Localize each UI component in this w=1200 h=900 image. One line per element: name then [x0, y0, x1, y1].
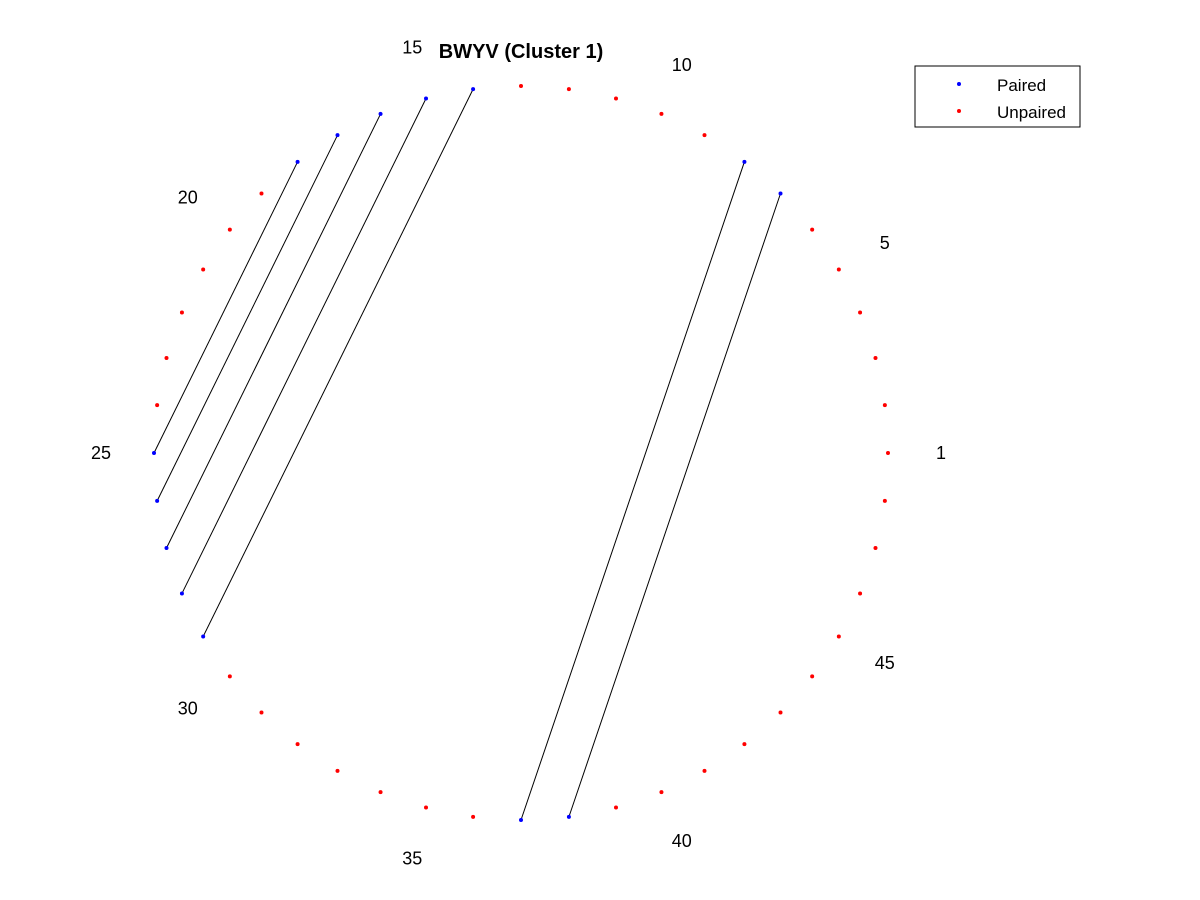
paired-point-25 — [152, 451, 156, 455]
position-label-15: 15 — [402, 37, 422, 57]
unpaired-point-9 — [702, 133, 707, 138]
paired-point-38 — [566, 814, 571, 819]
unpaired-point-45 — [836, 634, 841, 639]
paired-point-37 — [519, 818, 523, 822]
paired-point-18 — [295, 159, 300, 164]
unpaired-point-42 — [742, 742, 747, 747]
position-points — [152, 84, 890, 822]
pair-lines — [153, 88, 781, 821]
paired-point-17 — [335, 133, 340, 138]
unpaired-point-3 — [873, 356, 878, 361]
unpaired-point-40 — [659, 790, 664, 795]
unpaired-point-43 — [778, 710, 783, 715]
legend-label-unpaired: Unpaired — [997, 103, 1066, 122]
unpaired-point-33 — [335, 768, 340, 773]
unpaired-point-48 — [882, 498, 887, 503]
unpaired-point-6 — [810, 227, 815, 232]
unpaired-point-31 — [259, 710, 264, 715]
chart-title: BWYV (Cluster 1) — [439, 41, 603, 63]
unpaired-point-5 — [836, 267, 841, 272]
legend: Paired Unpaired — [914, 65, 1081, 128]
unpaired-point-46 — [858, 591, 863, 596]
pair-line-18-25 — [153, 161, 299, 454]
unpaired-point-44 — [810, 674, 815, 679]
paired-point-14 — [471, 87, 476, 92]
paired-point-16 — [378, 111, 383, 116]
unpaired-point-39 — [613, 805, 618, 810]
pair-line-14-29 — [202, 88, 474, 637]
legend-marker-unpaired — [957, 109, 961, 113]
legend-box — [914, 65, 1081, 128]
paired-point-15 — [424, 96, 429, 101]
unpaired-point-30 — [227, 674, 232, 679]
paired-point-27 — [164, 545, 169, 550]
position-label-1: 1 — [936, 443, 946, 463]
position-label-45: 45 — [875, 653, 895, 673]
pair-line-8-37 — [520, 161, 745, 821]
pair-line-16-27 — [166, 113, 382, 549]
unpaired-point-13 — [519, 84, 523, 88]
unpaired-point-12 — [566, 87, 571, 92]
position-label-25: 25 — [91, 443, 111, 463]
unpaired-point-32 — [295, 742, 300, 747]
paired-point-26 — [155, 498, 160, 503]
unpaired-point-1 — [886, 451, 890, 455]
unpaired-point-2 — [882, 403, 887, 408]
pair-line-7-38 — [568, 193, 781, 818]
unpaired-point-21 — [201, 267, 206, 272]
unpaired-point-47 — [873, 545, 878, 550]
unpaired-point-23 — [164, 356, 169, 361]
unpaired-point-24 — [155, 403, 160, 408]
position-label-5: 5 — [880, 233, 890, 253]
unpaired-point-36 — [471, 814, 476, 819]
unpaired-point-35 — [424, 805, 429, 810]
paired-point-28 — [179, 591, 184, 596]
position-label-40: 40 — [672, 831, 692, 851]
unpaired-point-10 — [659, 111, 664, 116]
unpaired-point-20 — [227, 227, 232, 232]
unpaired-point-41 — [702, 768, 707, 773]
position-label-30: 30 — [178, 699, 198, 719]
pair-line-15-28 — [181, 98, 427, 594]
unpaired-point-22 — [179, 310, 184, 315]
position-label-10: 10 — [672, 55, 692, 75]
unpaired-point-11 — [613, 96, 618, 101]
unpaired-point-34 — [378, 790, 383, 795]
pair-line-17-26 — [156, 134, 338, 502]
position-label-35: 35 — [402, 849, 422, 869]
paired-point-29 — [201, 634, 206, 639]
paired-point-7 — [778, 191, 783, 196]
legend-marker-paired — [957, 82, 961, 86]
paired-point-8 — [742, 159, 747, 164]
legend-label-paired: Paired — [997, 76, 1046, 95]
unpaired-point-4 — [858, 310, 863, 315]
position-label-20: 20 — [178, 187, 198, 207]
unpaired-point-19 — [259, 191, 264, 196]
